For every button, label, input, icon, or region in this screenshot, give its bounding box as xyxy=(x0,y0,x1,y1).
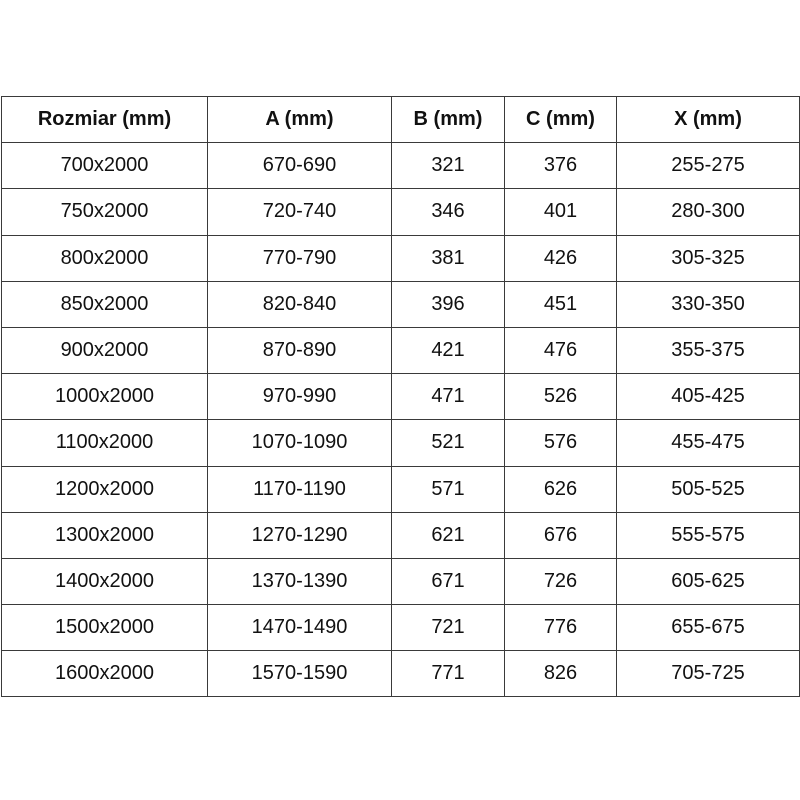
table-cell: 1100x2000 xyxy=(1,419,208,467)
table-cell: 255-275 xyxy=(616,142,800,190)
table-cell: 521 xyxy=(391,419,505,467)
table-cell: 676 xyxy=(504,511,617,559)
table-cell: 605-625 xyxy=(616,557,800,606)
table-cell: 721 xyxy=(391,604,505,652)
table-cell: 626 xyxy=(504,465,617,513)
table-cell: 405-425 xyxy=(616,373,800,421)
table-cell: 321 xyxy=(391,142,505,190)
table-cell: 451 xyxy=(504,280,617,328)
table-cell: 571 xyxy=(391,465,505,513)
column-header: C (mm) xyxy=(504,95,617,144)
table-cell: 1000x2000 xyxy=(1,373,208,421)
table-cell: 720-740 xyxy=(207,188,392,236)
table-cell: 771 xyxy=(391,650,505,698)
table-cell: 381 xyxy=(391,234,505,282)
table-cell: 820-840 xyxy=(207,280,392,328)
table-cell: 1470-1490 xyxy=(207,604,392,652)
table-cell: 671 xyxy=(391,557,505,606)
table-cell: 870-890 xyxy=(207,326,392,375)
table-cell: 396 xyxy=(391,280,505,328)
table-cell: 1200x2000 xyxy=(1,465,208,513)
table-row: 1000x2000 970-990 471 526 405-425 xyxy=(1,373,800,421)
table-cell: 401 xyxy=(504,188,617,236)
table-row: 750x2000 720-740 346 401 280-300 xyxy=(1,188,800,236)
table-cell: 576 xyxy=(504,419,617,467)
table-cell: 670-690 xyxy=(207,142,392,190)
column-header: A (mm) xyxy=(207,95,392,144)
table-cell: 476 xyxy=(504,326,617,375)
table-row: 1200x2000 1170-1190 571 626 505-525 xyxy=(1,465,800,513)
table-cell: 1270-1290 xyxy=(207,511,392,559)
table-cell: 421 xyxy=(391,326,505,375)
table-cell: 555-575 xyxy=(616,511,800,559)
table-cell: 1070-1090 xyxy=(207,419,392,467)
table-row: 1500x2000 1470-1490 721 776 655-675 xyxy=(1,604,800,652)
table-cell: 1570-1590 xyxy=(207,650,392,698)
table-row: 1400x2000 1370-1390 671 726 605-625 xyxy=(1,557,800,606)
table-row: 1300x2000 1270-1290 621 676 555-575 xyxy=(1,511,800,559)
column-header: B (mm) xyxy=(391,95,505,144)
dimensions-table: Rozmiar (mm) A (mm) B (mm) C (mm) X (mm) 700… xyxy=(1,95,800,698)
table-cell: 700x2000 xyxy=(1,142,208,190)
table-cell: 750x2000 xyxy=(1,188,208,236)
table-cell: 305-325 xyxy=(616,234,800,282)
table-cell: 800x2000 xyxy=(1,234,208,282)
table-cell: 900x2000 xyxy=(1,326,208,375)
table-cell: 970-990 xyxy=(207,373,392,421)
table-cell: 355-375 xyxy=(616,326,800,375)
table-cell: 376 xyxy=(504,142,617,190)
table-cell: 330-350 xyxy=(616,280,800,328)
table-row: 850x2000 820-840 396 451 330-350 xyxy=(1,280,800,328)
column-header: Rozmiar (mm) xyxy=(1,95,208,144)
table-cell: 770-790 xyxy=(207,234,392,282)
table-cell: 826 xyxy=(504,650,617,698)
table-cell: 1370-1390 xyxy=(207,557,392,606)
table-cell: 621 xyxy=(391,511,505,559)
table-row: 1600x2000 1570-1590 771 826 705-725 xyxy=(1,650,800,698)
table-cell: 280-300 xyxy=(616,188,800,236)
table-cell: 850x2000 xyxy=(1,280,208,328)
table-cell: 726 xyxy=(504,557,617,606)
header-row: Rozmiar (mm) A (mm) B (mm) C (mm) X (mm) xyxy=(1,95,800,144)
table-cell: 426 xyxy=(504,234,617,282)
table-cell: 1500x2000 xyxy=(1,604,208,652)
table-cell: 346 xyxy=(391,188,505,236)
table-cell: 776 xyxy=(504,604,617,652)
table-cell: 705-725 xyxy=(616,650,800,698)
table-cell: 1300x2000 xyxy=(1,511,208,559)
column-header: X (mm) xyxy=(616,95,800,144)
table-row: 900x2000 870-890 421 476 355-375 xyxy=(1,326,800,375)
table-cell: 455-475 xyxy=(616,419,800,467)
table-cell: 526 xyxy=(504,373,617,421)
table-cell: 1170-1190 xyxy=(207,465,392,513)
table-row: 700x2000 670-690 321 376 255-275 xyxy=(1,142,800,190)
table-cell: 505-525 xyxy=(616,465,800,513)
table-cell: 1600x2000 xyxy=(1,650,208,698)
table-row: 800x2000 770-790 381 426 305-325 xyxy=(1,234,800,282)
table-cell: 471 xyxy=(391,373,505,421)
table-row: 1100x2000 1070-1090 521 576 455-475 xyxy=(1,419,800,467)
table-cell: 1400x2000 xyxy=(1,557,208,606)
table-cell: 655-675 xyxy=(616,604,800,652)
